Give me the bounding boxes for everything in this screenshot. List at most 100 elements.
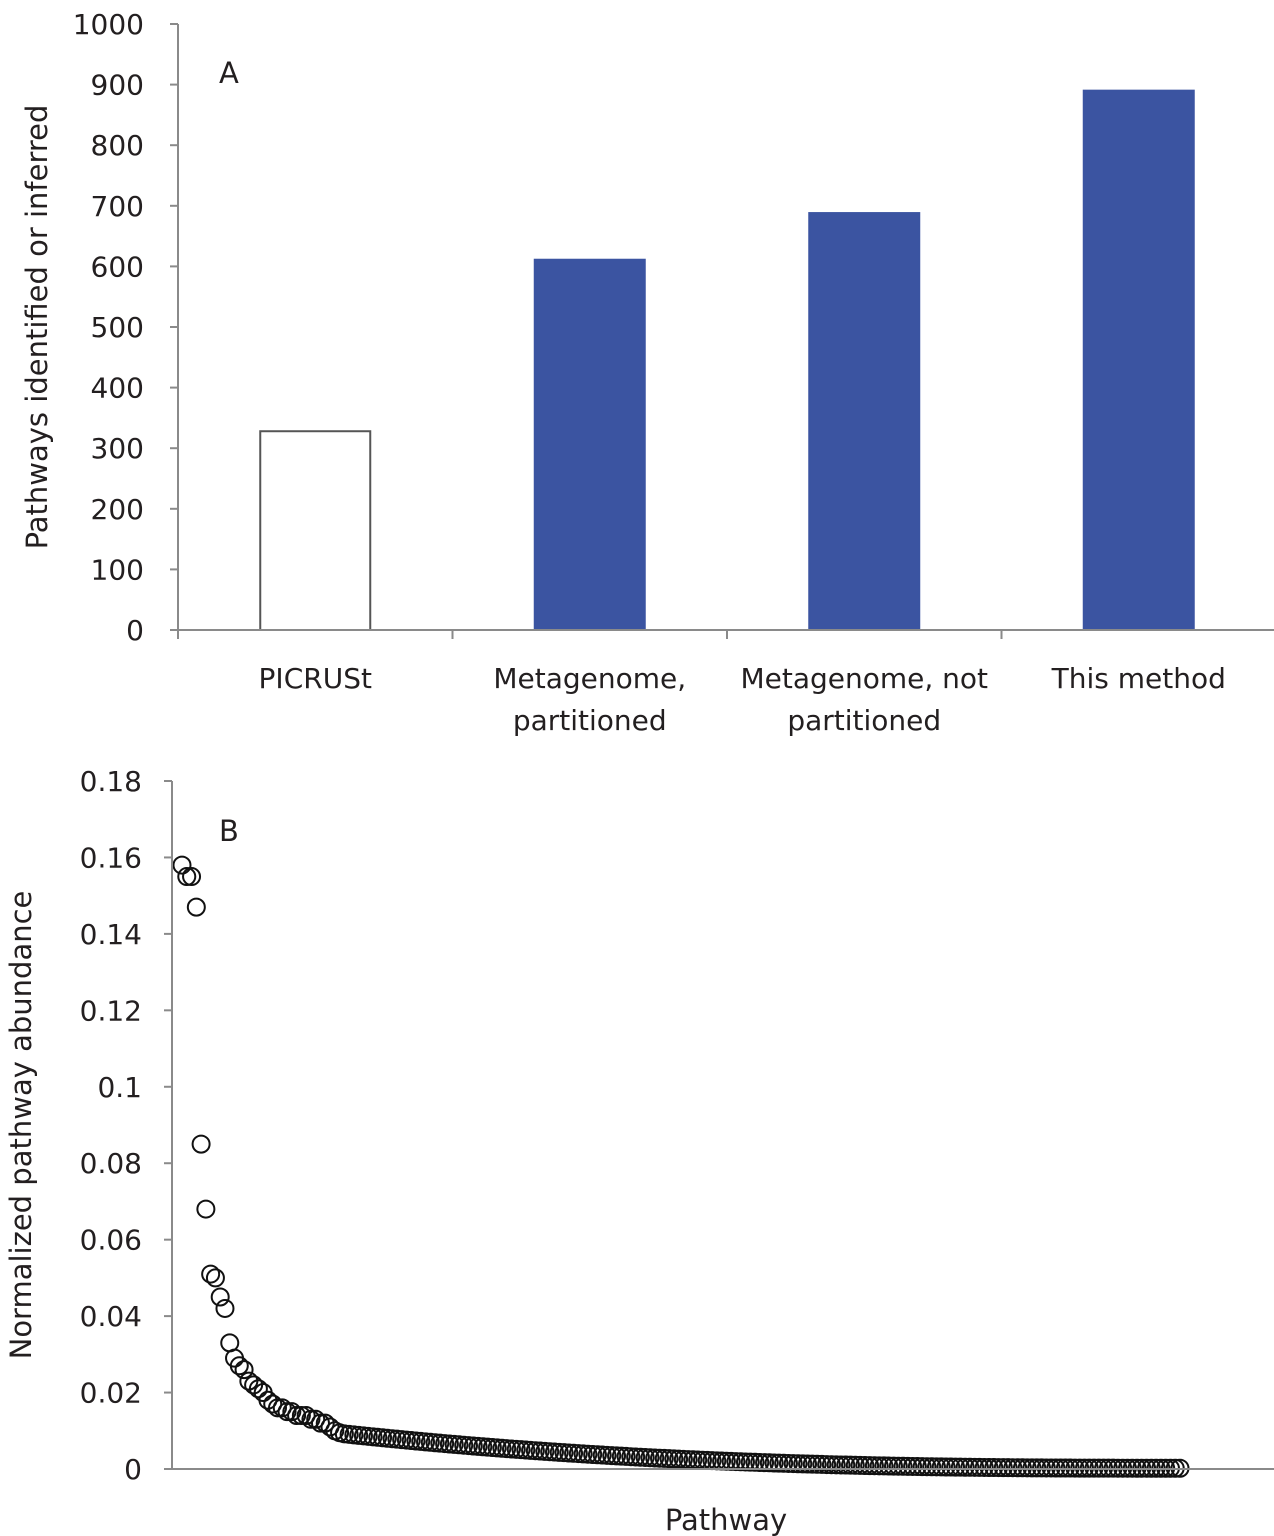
panel-b-point [984, 1458, 1004, 1478]
panel-b-point [883, 1456, 903, 1476]
panel-b-point [979, 1457, 999, 1477]
panel-a-y-tick-label: 800 [91, 129, 144, 162]
panel-b-point [664, 1449, 684, 1469]
panel-b-point [263, 1394, 283, 1414]
panel-b-point [774, 1453, 794, 1473]
panel-a-y-tick-label: 900 [91, 69, 144, 102]
panel-b-y-tick-label: 0.04 [80, 1300, 142, 1333]
panel-a-bar [533, 258, 646, 631]
panel-b-point [229, 1356, 249, 1376]
panel-b-point [731, 1452, 751, 1472]
panel-b-point [201, 1264, 221, 1284]
panel-b-point [1012, 1458, 1032, 1478]
panel-b-y-tick-label: 0.18 [80, 765, 142, 798]
panel-b-point [745, 1452, 765, 1472]
panel-a-y-tick-label: 0 [126, 614, 144, 647]
panel-b-point [602, 1446, 622, 1466]
panel-b-point [922, 1457, 942, 1477]
panel-b-point [807, 1454, 827, 1474]
panel-b-point [630, 1447, 650, 1467]
panel-b-point [869, 1456, 889, 1476]
panel-b-point [860, 1456, 880, 1476]
panel-b-point [669, 1449, 689, 1469]
panel-b-point [1003, 1458, 1023, 1478]
panel-b-y-tick-label: 0.06 [80, 1224, 142, 1257]
panel-b-y-tick-label: 0.16 [80, 841, 142, 874]
panel-a-bar [259, 430, 372, 631]
panel-a-y-tick-label: 100 [91, 553, 144, 586]
panel-b-point [191, 1134, 211, 1154]
panel-b-point [248, 1379, 268, 1399]
panel-b-point [793, 1454, 813, 1474]
panel-b-point [783, 1454, 803, 1474]
panel-b-point [888, 1456, 908, 1476]
panel-b-points [172, 855, 1190, 1478]
panel-a-y-tick-label: 200 [91, 493, 144, 526]
panel-b-point [941, 1457, 961, 1477]
panel-b-point [993, 1458, 1013, 1478]
panel-b-point [960, 1457, 980, 1477]
panel-a-y-ticks: 0 100 200 300 400 500 600 700 800 900 1000 [73, 8, 178, 647]
panel-b-point [182, 867, 202, 887]
panel-b-point [172, 855, 192, 875]
panel-b-point [1027, 1458, 1047, 1478]
panel-b-point [812, 1454, 832, 1474]
panel-b-y-tick-label: 0.14 [80, 918, 142, 951]
panel-b-point [845, 1455, 865, 1475]
panel-b-point [826, 1455, 846, 1475]
panel-b-point [788, 1454, 808, 1474]
panel-b-point [597, 1445, 617, 1465]
panel-b-point [740, 1452, 760, 1472]
panel-b-point [234, 1360, 254, 1380]
panel-b-point [912, 1457, 932, 1477]
panel-b-point [205, 1268, 225, 1288]
panel-b-point [626, 1447, 646, 1467]
panel-b-point [287, 1405, 307, 1425]
panel-b-point [917, 1457, 937, 1477]
panel-b-y-tick-label: 0.02 [80, 1377, 142, 1410]
panel-b-point [755, 1453, 775, 1473]
panel-a-category-label: partitioned [513, 704, 667, 737]
panel-b-point [645, 1448, 665, 1468]
panel-b-point [306, 1409, 326, 1429]
panel-b-point [965, 1457, 985, 1477]
panel-a-category-label: Metagenome, [493, 662, 686, 695]
panel-b-point [282, 1402, 302, 1422]
panel-b-point [310, 1413, 330, 1433]
panel-a-y-axis-title: Pathways identified or inferred [20, 105, 54, 550]
panel-a-y-tick-label: 400 [91, 372, 144, 405]
panel-b-point [817, 1455, 837, 1475]
panel-b-point [196, 1199, 216, 1219]
panel-b-label: B [219, 814, 239, 848]
panel-a-y-tick-label: 700 [91, 190, 144, 223]
panel-b-point [726, 1452, 746, 1472]
panel-b-point [272, 1398, 292, 1418]
panel-b-point [1017, 1458, 1037, 1478]
panel-b-point [841, 1455, 861, 1475]
panel-b-point [821, 1455, 841, 1475]
panel-b-point [955, 1457, 975, 1477]
panel-a-y-tick-label: 500 [91, 311, 144, 344]
panel-b-y-tick-label: 0.12 [80, 994, 142, 1027]
panel-b-point [587, 1445, 607, 1465]
panel-a-label: A [219, 56, 239, 90]
panel-b-point [186, 897, 206, 917]
panel-a-category-label: This method [1051, 662, 1226, 695]
panel-b-point [850, 1455, 870, 1475]
panel-a-bar [1082, 89, 1195, 632]
panel-b-point [607, 1446, 627, 1466]
panel-b-point [640, 1448, 660, 1468]
panel-b-point [673, 1449, 693, 1469]
panel-b-point [798, 1454, 818, 1474]
panel-b-point [903, 1456, 923, 1476]
panel-b-point [864, 1456, 884, 1476]
panel-b-point [1041, 1458, 1061, 1478]
panel-b-scatter-chart: B 0 0.02 0.04 0.06 0.08 0.1 0.12 0.14 0.16 0.18 N… [4, 765, 1274, 1536]
panel-a-category-label: partitioned [787, 704, 941, 737]
panel-b-point [635, 1447, 655, 1467]
panel-b-point [931, 1457, 951, 1477]
panel-b-y-tick-label: 0.1 [97, 1071, 142, 1104]
panel-a-bar [808, 212, 921, 632]
panel-b-point [1046, 1458, 1066, 1478]
